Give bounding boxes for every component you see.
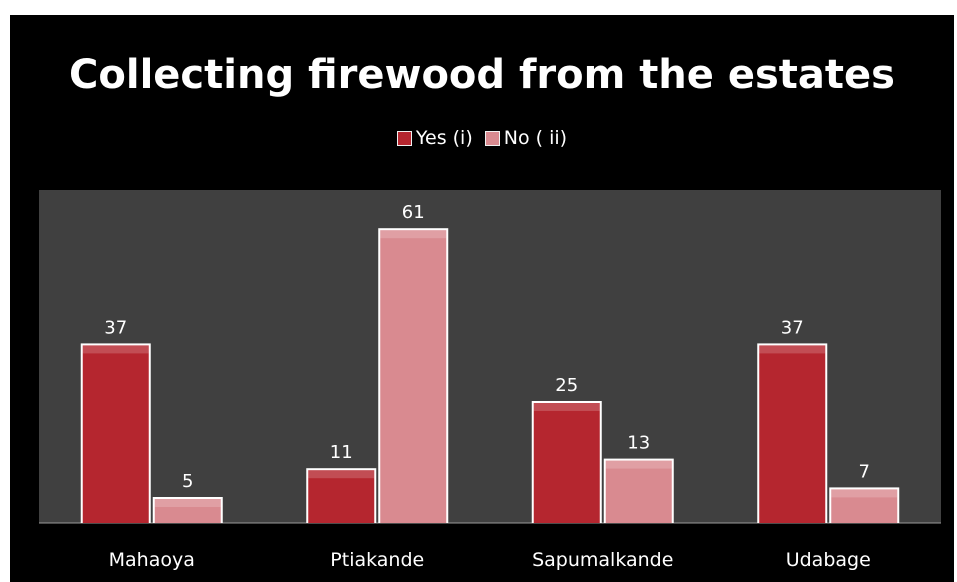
legend-swatch-yes [396, 130, 412, 146]
legend-item-yes: Yes (i) [396, 127, 473, 149]
legend: Yes (i) No ( ii) [10, 127, 954, 149]
bar-sapumalkande-yes [533, 403, 600, 523]
legend-item-no: No ( ii) [484, 127, 568, 149]
data-label: 5 [182, 471, 193, 492]
legend-swatch-no [484, 130, 500, 146]
data-label: 13 [627, 433, 650, 454]
bar-highlight [533, 403, 600, 411]
bar-highlight [831, 489, 898, 498]
bar-udabage-no [831, 489, 898, 523]
bar-mahaoya-no [154, 499, 221, 523]
data-label: 11 [330, 442, 353, 463]
bar-ptiakande-yes [308, 470, 375, 523]
data-label: 37 [104, 317, 127, 338]
bar-highlight [759, 345, 826, 354]
bar-highlight [154, 499, 221, 507]
legend-label-no: No ( ii) [503, 127, 568, 149]
bar-ptiakande-no [380, 230, 447, 523]
legend-label-yes: Yes (i) [415, 127, 473, 149]
bar-mahaoya-yes [82, 345, 149, 523]
x-tick-label: Sapumalkande [532, 549, 673, 571]
x-tick-label: Mahaoya [109, 549, 195, 571]
bar-highlight [605, 460, 672, 469]
bar-sapumalkande-no [605, 460, 672, 523]
data-label: 61 [402, 202, 425, 223]
chart-title: Collecting firewood from the estates [69, 52, 895, 98]
bar-highlight [380, 230, 447, 239]
x-tick-label: Udabage [786, 549, 871, 571]
bar-udabage-yes [759, 345, 826, 523]
chart-container: Collecting firewood from the estates Yes… [10, 15, 954, 582]
data-label: 37 [781, 317, 804, 338]
data-label: 7 [859, 461, 870, 482]
x-tick-label: Ptiakande [330, 549, 424, 571]
bar-chart-plot: 37 5 Mahaoya 11 61 Ptiakande 25 13 Sapumalkande 3… [39, 190, 941, 571]
bar-highlight [308, 470, 375, 479]
bar-highlight [82, 345, 149, 354]
data-label: 25 [555, 375, 578, 396]
